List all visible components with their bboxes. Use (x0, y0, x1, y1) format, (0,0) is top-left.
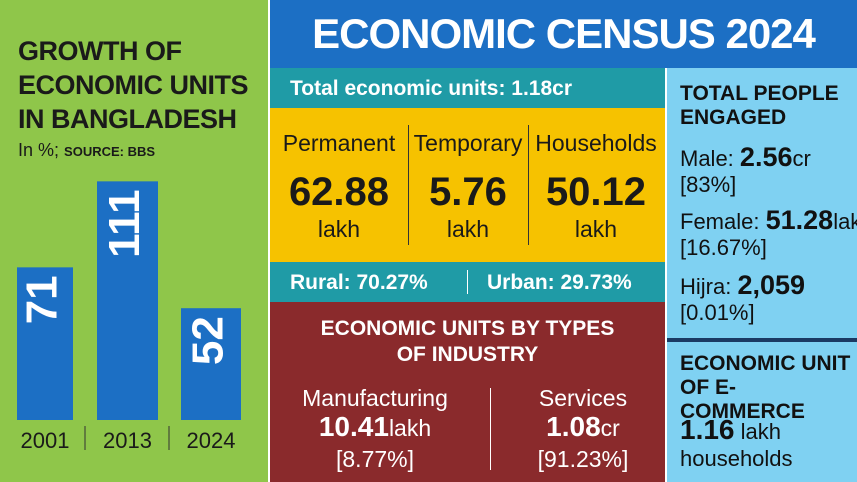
type-unit: lakh (574, 216, 618, 242)
header-title: ECONOMIC CENSUS 2024 (312, 10, 816, 57)
type-label: Temporary (413, 130, 523, 156)
x-tick-label: 2024 (187, 428, 236, 453)
subtitle: In %; SOURCE: BBS (18, 140, 155, 161)
ecommerce-note: households (680, 446, 793, 471)
unit: cr (792, 146, 811, 171)
value: 10.41 (318, 411, 389, 442)
unit: lakh (833, 209, 857, 234)
share: [16.67%] (680, 235, 767, 260)
header (270, 0, 857, 68)
value: 51.28 (765, 205, 834, 235)
chart-title: GROWTH OF ECONOMIC UNITS IN BANGLADESH (18, 36, 249, 134)
x-tick-label: 2001 (21, 428, 70, 453)
divider (528, 125, 529, 245)
total-bar (270, 68, 665, 108)
type-unit: lakh (317, 216, 361, 242)
divider (490, 388, 491, 470)
industry-label: Manufacturing (302, 385, 448, 411)
unit: lakh (388, 415, 432, 441)
industry-title: ECONOMIC UNITS BY TYPES OF INDUSTRY (320, 317, 615, 366)
divider (408, 125, 409, 245)
type-unit: lakh (446, 216, 490, 242)
ecommerce-title: ECONOMIC UNIT OF E-COMMERCE (680, 352, 851, 423)
type-value: 62.88 (288, 170, 390, 214)
urban: Urban: 29.73% (487, 271, 632, 294)
subtitle-text: In %; (18, 140, 60, 160)
value: 1.16 (680, 414, 735, 445)
total-text: Total economic units: 1.18cr (290, 77, 573, 100)
share: [0.01%] (680, 300, 755, 325)
type-value: 5.76 (429, 170, 507, 214)
bar (181, 308, 241, 420)
data-label: 71 (18, 275, 67, 324)
source: SOURCE: BBS (64, 144, 156, 159)
type-label: Permanent (282, 130, 396, 156)
value: 2,059 (737, 270, 806, 300)
industry-share: [91.23%] (537, 446, 629, 472)
people-title: TOTAL PEOPLE ENGAGED (680, 82, 839, 129)
data-label: 52 (184, 316, 233, 365)
value: 2.56 (739, 142, 793, 172)
label: Hijra: (680, 274, 732, 299)
bar-chart: 71 2001 111 2013 52 2024 (17, 181, 241, 453)
bar (97, 181, 158, 420)
type-label: Households (535, 130, 657, 156)
right-panel (667, 68, 857, 482)
industry-box (270, 302, 665, 482)
label: Female: (680, 209, 760, 234)
unit: lakh (740, 419, 781, 444)
value: 1.08 (546, 411, 601, 442)
industry-label: Services (538, 385, 628, 411)
bar (17, 267, 73, 420)
label: Male: (680, 146, 734, 171)
type-value: 50.12 (545, 170, 647, 214)
people-row: Female: 51.28lakh (680, 205, 857, 236)
x-tick-label: 2013 (103, 428, 152, 453)
people-row: Male: 2.56cr (680, 142, 811, 173)
rural: Rural: 70.27% (290, 271, 428, 294)
industry-value: 1.08cr (493, 411, 673, 443)
industry-value: 10.41lakh (285, 411, 465, 443)
divider (467, 270, 468, 294)
people-row: Hijra: 2,059 (680, 270, 805, 301)
unit: cr (600, 415, 620, 441)
divider (667, 338, 857, 342)
data-label: 111 (100, 189, 149, 258)
ecommerce-value: 1.16 lakh (680, 414, 781, 446)
share: [83%] (680, 172, 737, 197)
types-box (270, 108, 665, 262)
industry-share: [8.77%] (336, 446, 414, 472)
